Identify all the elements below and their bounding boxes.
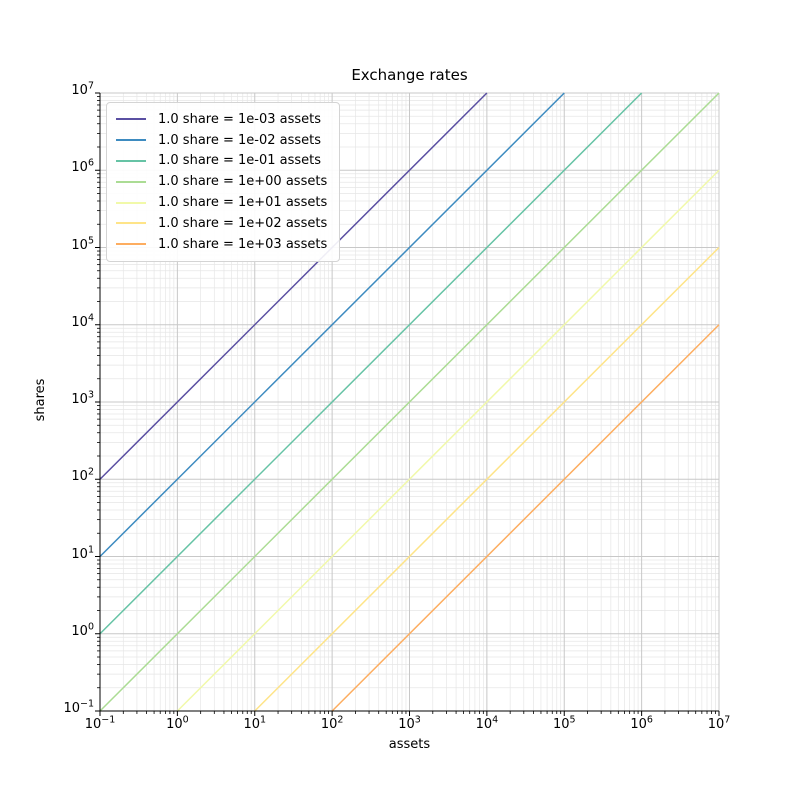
series-line [99, 92, 720, 712]
legend-item-label: 1.0 share = 1e+02 assets [158, 215, 328, 231]
legend-line-swatch [116, 139, 146, 142]
legend-item-label: 1.0 share = 1e+00 assets [158, 174, 328, 190]
legend-item: 1.0 share = 1e+00 assets [116, 171, 327, 192]
legend-line-swatch [116, 243, 146, 246]
legend-item: 1.0 share = 1e+02 assets [116, 213, 327, 234]
legend-item-label: 1.0 share = 1e-02 assets [158, 132, 322, 148]
legend-item: 1.0 share = 1e-01 assets [116, 151, 327, 172]
chart-title: Exchange rates [351, 66, 468, 84]
x-tick-label: 107 [707, 714, 731, 732]
series-line [99, 92, 488, 480]
legend-item-label: 1.0 share = 1e-01 assets [158, 153, 322, 169]
y-tick-label: 10−1 [63, 698, 94, 716]
x-tick-label: 101 [243, 714, 267, 732]
x-tick-label: 105 [552, 714, 576, 732]
series-line [99, 92, 565, 558]
legend-line-swatch [116, 180, 146, 183]
y-tick-label: 105 [71, 235, 94, 253]
y-tick-label: 102 [71, 466, 94, 485]
series-line [99, 92, 643, 635]
legend-item: 1.0 share = 1e-02 assets [116, 130, 327, 151]
x-tick-label: 100 [166, 714, 189, 732]
y-tick-label: 103 [71, 389, 94, 407]
legend-line-swatch [116, 201, 146, 204]
legend: 1.0 share = 1e-03 assets 1.0 share = 1e-0… [106, 102, 341, 262]
y-tick-label: 104 [71, 312, 94, 330]
legend-item: 1.0 share = 1e+01 assets [116, 192, 327, 213]
series-line [254, 246, 720, 712]
legend-item-label: 1.0 share = 1e-03 assets [158, 111, 322, 127]
legend-item: 1.0 share = 1e+03 assets [116, 234, 327, 255]
legend-item-label: 1.0 share = 1e+01 assets [158, 195, 328, 211]
x-axis-label: assets [388, 737, 431, 752]
x-tick-label: 106 [630, 714, 653, 732]
x-tick-label: 102 [320, 714, 344, 732]
y-tick-label: 100 [71, 621, 94, 639]
legend-line-swatch [116, 118, 146, 121]
legend-line-swatch [116, 222, 146, 225]
y-tick-label: 107 [71, 80, 94, 98]
x-tick-label: 104 [475, 714, 499, 732]
x-tick-label: 103 [398, 714, 421, 732]
y-tick-label: 101 [71, 544, 94, 562]
legend-line-swatch [116, 159, 146, 162]
series-line [331, 324, 720, 712]
y-tick-label: 106 [71, 157, 94, 176]
x-tick-label: 10−1 [84, 714, 116, 732]
legend-item-label: 1.0 share = 1e+03 assets [158, 236, 328, 252]
series-line [176, 169, 720, 712]
legend-item: 1.0 share = 1e-03 assets [116, 109, 327, 130]
